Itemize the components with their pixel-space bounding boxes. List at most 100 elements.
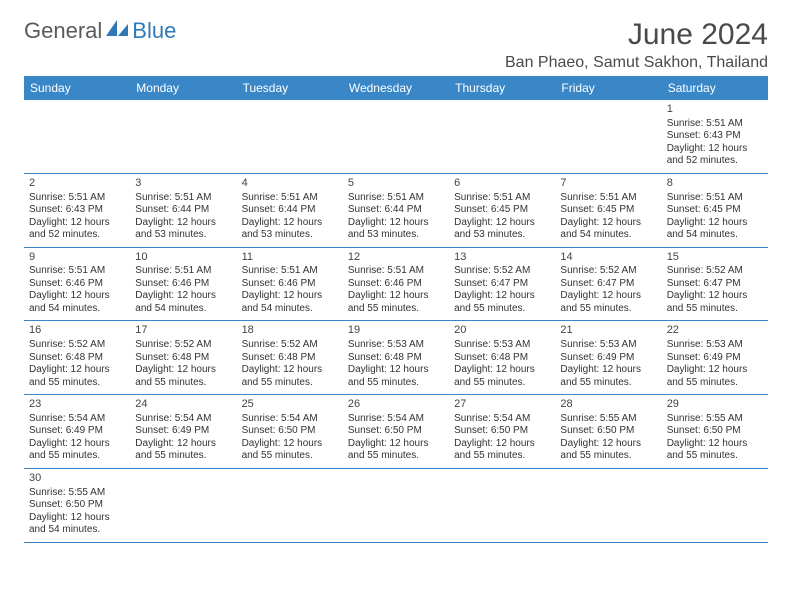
day-cell: 23Sunrise: 5:54 AMSunset: 6:49 PMDayligh… — [24, 395, 130, 468]
day-cell: 11Sunrise: 5:51 AMSunset: 6:46 PMDayligh… — [237, 248, 343, 321]
daylight-line: Daylight: 12 hours and 55 minutes. — [454, 364, 550, 389]
sunset-line: Sunset: 6:48 PM — [135, 352, 231, 365]
sunset-line: Sunset: 6:45 PM — [560, 204, 656, 217]
weekday-header: Monday — [130, 76, 236, 100]
daylight-line: Daylight: 12 hours and 55 minutes. — [348, 438, 444, 463]
sunrise-line: Sunrise: 5:53 AM — [454, 339, 550, 352]
sunrise-line: Sunrise: 5:51 AM — [29, 192, 125, 205]
daylight-line: Daylight: 12 hours and 55 minutes. — [667, 364, 763, 389]
day-number: 18 — [242, 324, 338, 338]
day-number: 2 — [29, 177, 125, 191]
daylight-line: Daylight: 12 hours and 52 minutes. — [29, 217, 125, 242]
day-cell-empty — [555, 100, 661, 173]
sunset-line: Sunset: 6:50 PM — [242, 425, 338, 438]
week-row: 30Sunrise: 5:55 AMSunset: 6:50 PMDayligh… — [24, 469, 768, 543]
sunrise-line: Sunrise: 5:53 AM — [667, 339, 763, 352]
daylight-line: Daylight: 12 hours and 54 minutes. — [135, 290, 231, 315]
calendar: SundayMondayTuesdayWednesdayThursdayFrid… — [24, 76, 768, 543]
sunset-line: Sunset: 6:50 PM — [348, 425, 444, 438]
daylight-line: Daylight: 12 hours and 55 minutes. — [348, 364, 444, 389]
day-cell: 17Sunrise: 5:52 AMSunset: 6:48 PMDayligh… — [130, 321, 236, 394]
sunrise-line: Sunrise: 5:55 AM — [560, 413, 656, 426]
weekday-header-row: SundayMondayTuesdayWednesdayThursdayFrid… — [24, 76, 768, 100]
day-cell: 30Sunrise: 5:55 AMSunset: 6:50 PMDayligh… — [24, 469, 130, 542]
day-number: 17 — [135, 324, 231, 338]
day-number: 24 — [135, 398, 231, 412]
day-cell: 12Sunrise: 5:51 AMSunset: 6:46 PMDayligh… — [343, 248, 449, 321]
sunrise-line: Sunrise: 5:54 AM — [135, 413, 231, 426]
sunset-line: Sunset: 6:46 PM — [348, 278, 444, 291]
day-number: 6 — [454, 177, 550, 191]
sunset-line: Sunset: 6:46 PM — [135, 278, 231, 291]
day-number: 19 — [348, 324, 444, 338]
day-cell: 6Sunrise: 5:51 AMSunset: 6:45 PMDaylight… — [449, 174, 555, 247]
daylight-line: Daylight: 12 hours and 55 minutes. — [242, 438, 338, 463]
sunset-line: Sunset: 6:48 PM — [242, 352, 338, 365]
day-cell: 10Sunrise: 5:51 AMSunset: 6:46 PMDayligh… — [130, 248, 236, 321]
week-row: 16Sunrise: 5:52 AMSunset: 6:48 PMDayligh… — [24, 321, 768, 395]
day-cell: 14Sunrise: 5:52 AMSunset: 6:47 PMDayligh… — [555, 248, 661, 321]
daylight-line: Daylight: 12 hours and 55 minutes. — [454, 438, 550, 463]
day-number: 7 — [560, 177, 656, 191]
sunrise-line: Sunrise: 5:53 AM — [560, 339, 656, 352]
month-title: June 2024 — [505, 18, 768, 52]
daylight-line: Daylight: 12 hours and 55 minutes. — [454, 290, 550, 315]
brand-name-part2: Blue — [132, 18, 176, 44]
weekday-header: Tuesday — [237, 76, 343, 100]
day-cell-empty — [555, 469, 661, 542]
sunrise-line: Sunrise: 5:54 AM — [454, 413, 550, 426]
day-cell: 3Sunrise: 5:51 AMSunset: 6:44 PMDaylight… — [130, 174, 236, 247]
sunrise-line: Sunrise: 5:52 AM — [667, 265, 763, 278]
day-cell-empty — [130, 469, 236, 542]
day-cell: 20Sunrise: 5:53 AMSunset: 6:48 PMDayligh… — [449, 321, 555, 394]
sunset-line: Sunset: 6:49 PM — [135, 425, 231, 438]
sunset-line: Sunset: 6:48 PM — [348, 352, 444, 365]
day-cell: 21Sunrise: 5:53 AMSunset: 6:49 PMDayligh… — [555, 321, 661, 394]
day-number: 12 — [348, 251, 444, 265]
day-cell: 26Sunrise: 5:54 AMSunset: 6:50 PMDayligh… — [343, 395, 449, 468]
day-cell: 22Sunrise: 5:53 AMSunset: 6:49 PMDayligh… — [662, 321, 768, 394]
sunset-line: Sunset: 6:47 PM — [454, 278, 550, 291]
daylight-line: Daylight: 12 hours and 52 minutes. — [667, 143, 763, 168]
day-number: 29 — [667, 398, 763, 412]
sunset-line: Sunset: 6:50 PM — [454, 425, 550, 438]
daylight-line: Daylight: 12 hours and 55 minutes. — [667, 290, 763, 315]
daylight-line: Daylight: 12 hours and 54 minutes. — [29, 512, 125, 537]
day-number: 10 — [135, 251, 231, 265]
day-cell-empty — [662, 469, 768, 542]
weekday-header: Friday — [555, 76, 661, 100]
day-cell-empty — [237, 469, 343, 542]
day-cell: 2Sunrise: 5:51 AMSunset: 6:43 PMDaylight… — [24, 174, 130, 247]
day-number: 3 — [135, 177, 231, 191]
weekday-header: Sunday — [24, 76, 130, 100]
day-cell: 27Sunrise: 5:54 AMSunset: 6:50 PMDayligh… — [449, 395, 555, 468]
daylight-line: Daylight: 12 hours and 55 minutes. — [135, 438, 231, 463]
day-cell: 1Sunrise: 5:51 AMSunset: 6:43 PMDaylight… — [662, 100, 768, 173]
daylight-line: Daylight: 12 hours and 55 minutes. — [560, 364, 656, 389]
weeks-container: 1Sunrise: 5:51 AMSunset: 6:43 PMDaylight… — [24, 100, 768, 543]
daylight-line: Daylight: 12 hours and 53 minutes. — [135, 217, 231, 242]
sunrise-line: Sunrise: 5:52 AM — [560, 265, 656, 278]
day-cell-empty — [449, 469, 555, 542]
day-cell-empty — [343, 469, 449, 542]
day-cell-empty — [237, 100, 343, 173]
brand-name-part1: General — [24, 18, 102, 44]
day-cell: 19Sunrise: 5:53 AMSunset: 6:48 PMDayligh… — [343, 321, 449, 394]
sunrise-line: Sunrise: 5:51 AM — [135, 192, 231, 205]
day-number: 30 — [29, 472, 125, 486]
day-number: 22 — [667, 324, 763, 338]
day-cell: 25Sunrise: 5:54 AMSunset: 6:50 PMDayligh… — [237, 395, 343, 468]
daylight-line: Daylight: 12 hours and 54 minutes. — [560, 217, 656, 242]
daylight-line: Daylight: 12 hours and 55 minutes. — [135, 364, 231, 389]
week-row: 1Sunrise: 5:51 AMSunset: 6:43 PMDaylight… — [24, 100, 768, 174]
sunset-line: Sunset: 6:44 PM — [242, 204, 338, 217]
sunrise-line: Sunrise: 5:52 AM — [242, 339, 338, 352]
day-number: 9 — [29, 251, 125, 265]
sunset-line: Sunset: 6:45 PM — [667, 204, 763, 217]
sunrise-line: Sunrise: 5:53 AM — [348, 339, 444, 352]
day-cell: 29Sunrise: 5:55 AMSunset: 6:50 PMDayligh… — [662, 395, 768, 468]
weekday-header: Thursday — [449, 76, 555, 100]
day-cell: 15Sunrise: 5:52 AMSunset: 6:47 PMDayligh… — [662, 248, 768, 321]
sunrise-line: Sunrise: 5:54 AM — [348, 413, 444, 426]
day-cell: 4Sunrise: 5:51 AMSunset: 6:44 PMDaylight… — [237, 174, 343, 247]
